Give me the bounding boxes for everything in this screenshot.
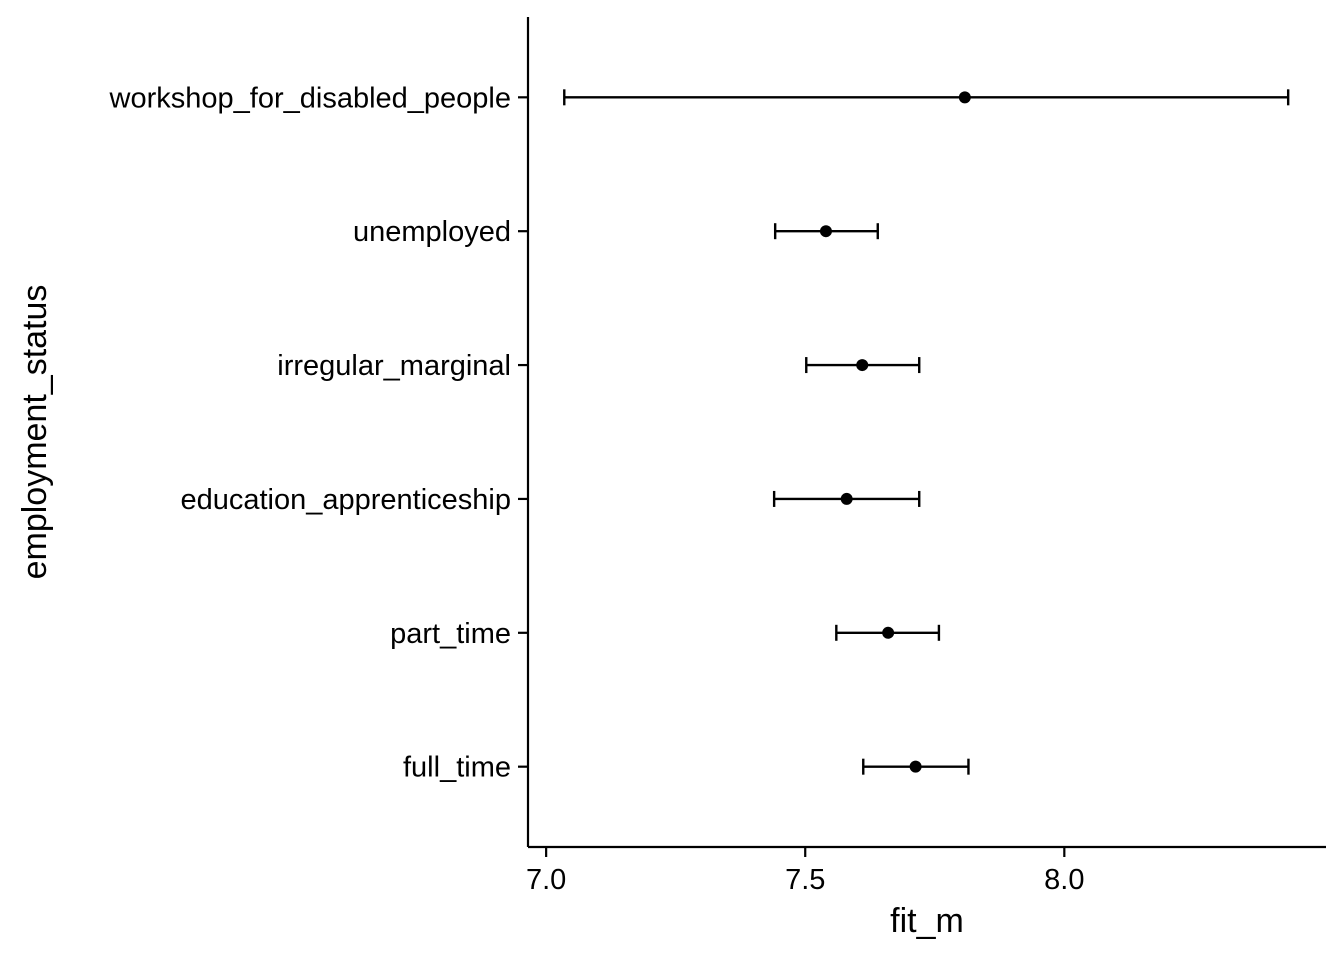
y-tick-label: education_apprenticeship xyxy=(180,484,511,516)
data-point xyxy=(909,760,922,773)
y-axis-title: employment_status xyxy=(16,285,54,580)
errorbar-group xyxy=(563,89,1290,106)
errorbar-group xyxy=(862,758,970,775)
errorbar-group xyxy=(772,490,921,507)
y-tick-label: unemployed xyxy=(353,216,511,248)
x-axis-title: fit_m xyxy=(890,902,964,940)
data-point xyxy=(958,91,971,104)
y-tick-label: part_time xyxy=(390,618,511,650)
plot-area xyxy=(563,89,1290,775)
errorbar-group xyxy=(835,624,941,641)
x-axis: 7.0 7.5 8.0 xyxy=(526,845,1326,896)
data-point xyxy=(840,492,853,505)
x-tick-label: 8.0 xyxy=(1044,864,1084,896)
y-tick-label: full_time xyxy=(403,752,511,784)
errorbar-group xyxy=(805,357,921,374)
data-point xyxy=(819,225,832,238)
y-tick-label: workshop_for_disabled_people xyxy=(109,82,511,114)
data-point xyxy=(882,626,895,639)
data-point xyxy=(856,359,869,372)
x-tick-label: 7.0 xyxy=(526,864,566,896)
x-tick-label: 7.5 xyxy=(785,864,825,896)
y-axis: full_time part_time education_apprenticesh… xyxy=(109,17,530,847)
errorbar-group xyxy=(773,223,879,240)
y-tick-label: irregular_marginal xyxy=(277,350,511,382)
